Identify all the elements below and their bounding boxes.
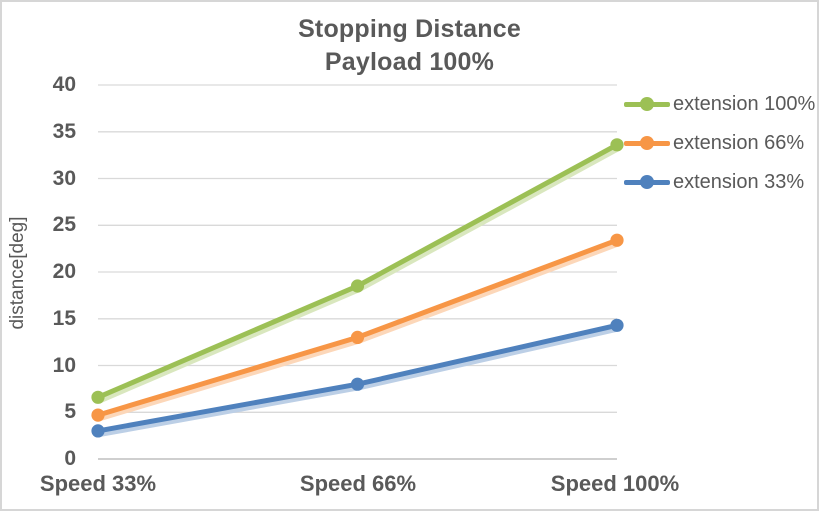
y-axis-tick-label: 5 (64, 400, 76, 424)
chart-title-line2: Payload 100% (324, 48, 495, 76)
legend-item-extension-33: extension 33% (624, 168, 804, 196)
series-marker-2 (350, 377, 365, 391)
series-marker-1 (91, 408, 105, 422)
x-axis-label-speed-66: Speed 66% (299, 471, 417, 496)
y-axis-tick-label: 15 (52, 306, 76, 330)
series-marker-2 (91, 424, 105, 438)
y-axis-tick-label: 10 (52, 353, 76, 377)
legend-marker-extension-66-icon (624, 136, 670, 150)
series-marker-0 (91, 390, 105, 404)
series-marker-1 (350, 330, 365, 344)
x-axis-label-speed-100: Speed 100% (550, 471, 680, 496)
x-axis-label-speed-33: Speed 33% (39, 471, 157, 496)
y-axis-tick-label: 25 (52, 213, 76, 237)
legend-label-extension-33: extension 33% (673, 170, 805, 193)
y-axis-tick-label: 20 (52, 260, 76, 283)
y-axis-tick-label: 35 (52, 119, 76, 143)
series-marker-0 (350, 279, 365, 293)
legend-item-extension-100: extension 100% (624, 90, 815, 118)
legend-label-extension-100: extension 100% (673, 92, 816, 115)
y-axis-tick-label: 40 (52, 73, 76, 96)
legend-marker-extension-33-icon (624, 175, 670, 189)
series-marker-2 (610, 318, 624, 332)
legend-label-extension-66: extension 66% (673, 131, 805, 154)
series-marker-0 (610, 138, 624, 152)
chart-title: Stopping Distance Payload 100% (2, 13, 817, 79)
series-marker-1 (610, 233, 624, 247)
legend-marker-extension-100-icon (624, 97, 670, 111)
chart-title-line1: Stopping Distance (298, 15, 521, 43)
legend-item-extension-66: extension 66% (624, 129, 804, 157)
y-axis-tick-label: 30 (52, 166, 76, 190)
y-axis-tick-label: 0 (64, 447, 76, 470)
